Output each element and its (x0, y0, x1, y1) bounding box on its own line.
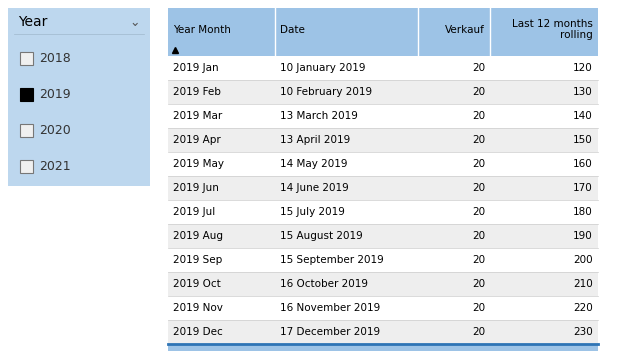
Text: 180: 180 (574, 207, 593, 217)
Text: 2019 Jul: 2019 Jul (173, 207, 215, 217)
Bar (168, 320, 598, 344)
Text: 13 April 2019: 13 April 2019 (280, 135, 350, 145)
Text: 17 December 2019: 17 December 2019 (280, 327, 380, 337)
Text: 2019 Dec: 2019 Dec (173, 327, 223, 337)
Bar (20, 124, 33, 137)
Text: 2019 Feb: 2019 Feb (173, 87, 221, 97)
Text: 20: 20 (472, 231, 485, 241)
Text: ⌄: ⌄ (130, 15, 140, 28)
Text: Last 12 months
rolling: Last 12 months rolling (512, 19, 593, 40)
Text: 14 June 2019: 14 June 2019 (280, 183, 349, 193)
Text: 2019 Mar: 2019 Mar (173, 111, 222, 121)
Bar (168, 296, 598, 320)
Text: 20: 20 (472, 207, 485, 217)
Text: 15 September 2019: 15 September 2019 (280, 255, 383, 265)
Text: 20: 20 (472, 135, 485, 145)
Text: 20: 20 (472, 111, 485, 121)
Text: 16 October 2019: 16 October 2019 (280, 279, 368, 289)
Bar (168, 272, 598, 296)
Text: Verkauf: Verkauf (445, 25, 485, 35)
Text: 2021: 2021 (39, 159, 71, 172)
Text: 20: 20 (472, 183, 485, 193)
Text: 190: 190 (574, 231, 593, 241)
Text: 16 November 2019: 16 November 2019 (280, 303, 380, 313)
Text: 2018: 2018 (39, 52, 71, 65)
Text: 170: 170 (574, 183, 593, 193)
Text: 15 August 2019: 15 August 2019 (280, 231, 363, 241)
Text: 160: 160 (574, 159, 593, 169)
Text: 20: 20 (472, 255, 485, 265)
Text: 220: 220 (574, 303, 593, 313)
Text: 20: 20 (472, 87, 485, 97)
Bar (20, 52, 33, 65)
Text: 20: 20 (472, 327, 485, 337)
Bar (168, 224, 598, 248)
Text: 2019 Nov: 2019 Nov (173, 303, 223, 313)
Text: 120: 120 (574, 63, 593, 73)
Text: 140: 140 (574, 111, 593, 121)
Bar (168, 152, 598, 176)
Bar (168, 80, 598, 104)
Bar (8, 8, 150, 186)
Bar (168, 176, 598, 200)
Text: 10 February 2019: 10 February 2019 (280, 87, 372, 97)
Text: 2019: 2019 (39, 87, 71, 100)
Text: 13 March 2019: 13 March 2019 (280, 111, 358, 121)
Text: 2019 Jan: 2019 Jan (173, 63, 219, 73)
Text: 20: 20 (472, 63, 485, 73)
Text: 20: 20 (472, 279, 485, 289)
Bar (168, 248, 598, 272)
Text: 2020: 2020 (39, 124, 71, 137)
Text: 200: 200 (574, 255, 593, 265)
Text: 2019 Sep: 2019 Sep (173, 255, 222, 265)
Bar (20, 159, 33, 172)
Bar (168, 56, 598, 80)
Bar (168, 104, 598, 128)
Text: 20: 20 (472, 303, 485, 313)
Text: Year: Year (18, 15, 47, 29)
Bar (168, 344, 598, 351)
Text: 10 January 2019: 10 January 2019 (280, 63, 366, 73)
Text: 2019 May: 2019 May (173, 159, 224, 169)
Text: 2019 Aug: 2019 Aug (173, 231, 223, 241)
Text: 230: 230 (574, 327, 593, 337)
Bar (168, 8, 598, 56)
Text: Year Month: Year Month (173, 25, 231, 35)
Text: 2019 Jun: 2019 Jun (173, 183, 219, 193)
Bar (20, 87, 33, 100)
Text: Date: Date (280, 25, 305, 35)
Text: 210: 210 (574, 279, 593, 289)
Bar (168, 200, 598, 224)
Bar (168, 128, 598, 152)
Text: 20: 20 (472, 159, 485, 169)
Text: 2019 Apr: 2019 Apr (173, 135, 221, 145)
Text: 14 May 2019: 14 May 2019 (280, 159, 348, 169)
Text: 15 July 2019: 15 July 2019 (280, 207, 345, 217)
Text: 150: 150 (574, 135, 593, 145)
Text: 2019 Oct: 2019 Oct (173, 279, 221, 289)
Text: 130: 130 (574, 87, 593, 97)
